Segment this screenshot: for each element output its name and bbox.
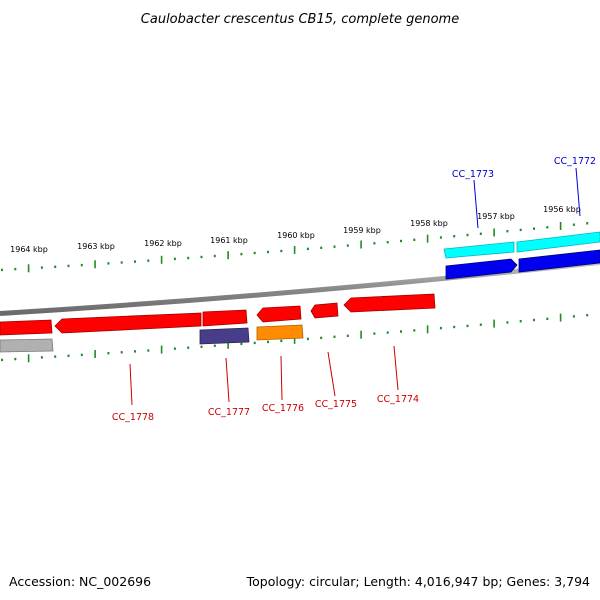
gene-label-forward[interactable]: CC_1772	[554, 156, 596, 167]
leader-line	[225, 357, 230, 403]
scale-label: 1959 kbp	[343, 226, 381, 235]
leader-line	[575, 167, 581, 217]
forward-strand-features	[443, 231, 600, 280]
reverse-misc-feature[interactable]	[0, 338, 54, 353]
forward-scale-ticks	[1, 222, 589, 273]
leader-line	[129, 363, 133, 406]
scale-label: 1956 kbp	[543, 205, 581, 214]
scale-label: 1958 kbp	[410, 219, 448, 228]
gene-label-reverse[interactable]: CC_1775	[315, 399, 357, 410]
reverse-cds-feature[interactable]	[54, 312, 202, 334]
reverse-other-feature[interactable]	[199, 327, 250, 345]
leader-line	[280, 355, 283, 401]
gene-labels: CC_1773 CC_1772 CC_1778 CC_1777 CC_1776 …	[112, 156, 596, 423]
leader-line	[473, 179, 479, 229]
gene-label-reverse[interactable]: CC_1778	[112, 412, 154, 423]
gene-label-forward[interactable]: CC_1773	[452, 169, 494, 180]
reverse-cds-feature[interactable]	[0, 319, 53, 336]
reverse-cds-feature[interactable]	[202, 309, 248, 327]
reverse-rna-feature[interactable]	[256, 324, 304, 341]
forward-cds-feature[interactable]	[516, 231, 600, 253]
forward-gene-feature[interactable]	[445, 258, 518, 280]
gene-label-reverse[interactable]: CC_1776	[262, 403, 304, 414]
reverse-strand-features	[0, 293, 436, 353]
scale-label: 1964 kbp	[10, 245, 48, 254]
scale-label: 1961 kbp	[210, 236, 248, 245]
map-title: Caulobacter crescentus CB15, complete ge…	[141, 12, 459, 27]
genome-summary-text: Topology: circular; Length: 4,016,947 bp…	[246, 574, 590, 589]
gene-label-reverse[interactable]: CC_1777	[208, 407, 250, 418]
leader-line	[393, 345, 399, 391]
scale-label: 1960 kbp	[277, 231, 315, 240]
gene-label-leaders	[129, 167, 581, 406]
accession-text: Accession: NC_002696	[9, 574, 151, 589]
reverse-cds-feature[interactable]	[256, 305, 302, 323]
forward-gene-feature[interactable]	[518, 249, 600, 273]
genome-backbone	[0, 260, 600, 316]
gene-label-reverse[interactable]: CC_1774	[377, 394, 419, 405]
scale-label: 1962 kbp	[144, 239, 182, 248]
reverse-cds-feature[interactable]	[310, 302, 339, 319]
reverse-cds-feature[interactable]	[343, 293, 436, 313]
scale-labels: 1964 kbp 1963 kbp 1962 kbp 1961 kbp 1960…	[10, 205, 581, 254]
scale-label: 1957 kbp	[477, 212, 515, 221]
forward-cds-feature[interactable]	[443, 241, 515, 259]
scale-label: 1963 kbp	[77, 242, 115, 251]
leader-line	[327, 351, 336, 397]
